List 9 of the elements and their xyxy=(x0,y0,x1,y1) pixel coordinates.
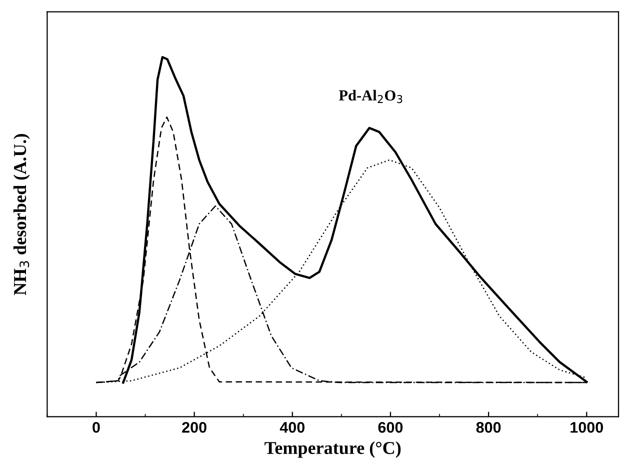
annotation: Pd-Al$_{2}$O$_{3}$ xyxy=(338,90,402,104)
x-tick-label: 600 xyxy=(378,422,403,433)
x-tick-label: 800 xyxy=(476,422,501,433)
x-tick-label: 200 xyxy=(182,422,206,433)
x-tick-label: 1000 xyxy=(570,422,604,433)
x-tick-label: 0 xyxy=(92,422,100,433)
y-axis-title: NH$_{3}$ desorbed (A.U.) xyxy=(13,134,30,296)
x-tick-label: 400 xyxy=(280,422,305,433)
x-axis-title: Temperature (°C) xyxy=(264,441,401,458)
